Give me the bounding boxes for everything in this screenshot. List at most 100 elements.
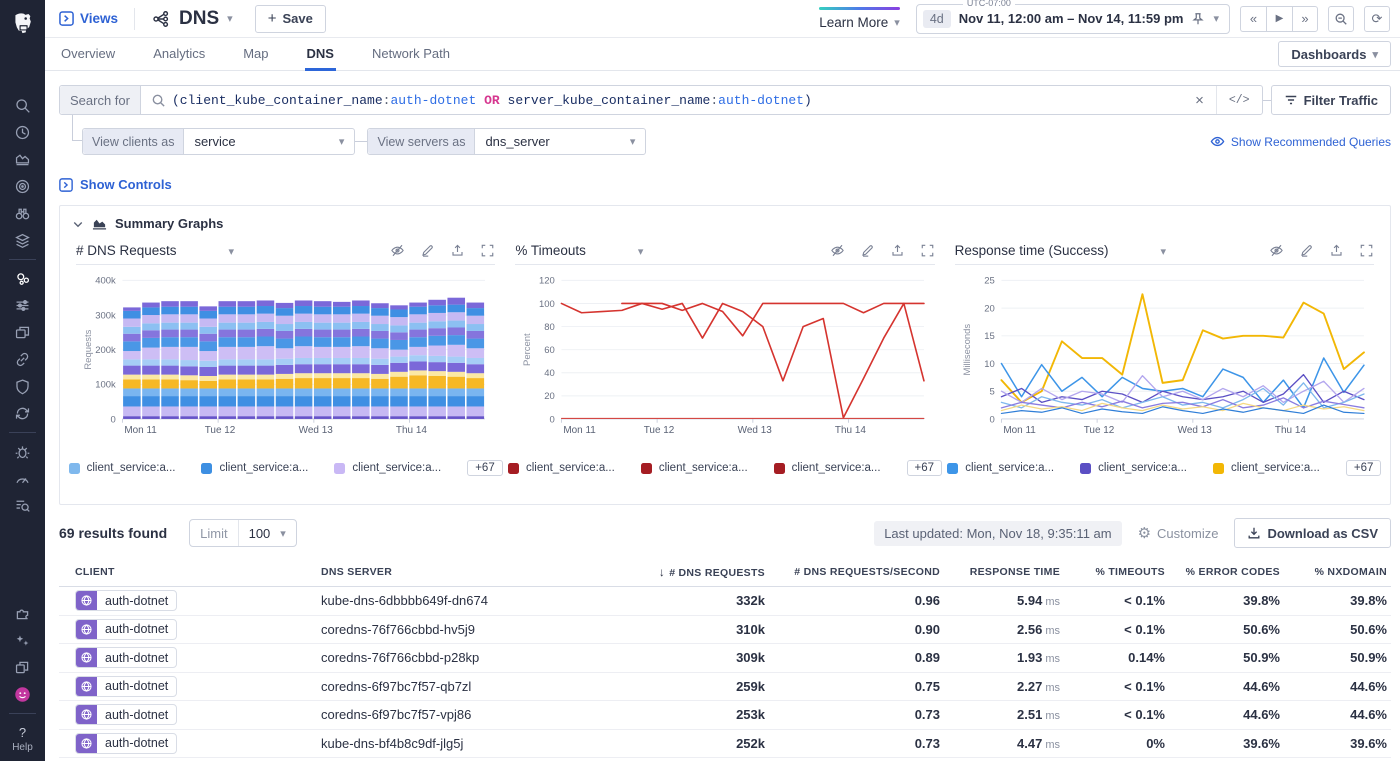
chart-title[interactable]: Response time (Success) ▾ <box>954 243 1166 258</box>
chart-canvas--dns-requests[interactable]: 0 100k 200k 300k 400k Requests Mon 11 Tue 12 Wed… <box>76 269 495 455</box>
sidebar-item-sync[interactable] <box>0 400 45 427</box>
tab-overview[interactable]: Overview <box>61 46 116 61</box>
client-chip[interactable]: auth-dotnet <box>75 647 178 669</box>
sidebar-item-link[interactable] <box>0 346 45 373</box>
edit-chart-icon[interactable] <box>860 243 875 258</box>
table-row[interactable]: auth-dotnet coredns-6f97bc7f57-vpj86 253… <box>59 701 1391 730</box>
show-recommended-queries-link[interactable]: Show Recommended Queries <box>1210 134 1391 149</box>
search-input[interactable]: (client_kube_container_name: auth-dotnet … <box>172 86 1183 114</box>
view-clients-select[interactable]: service ▾ <box>194 134 345 149</box>
download-csv-button[interactable]: Download as CSV <box>1234 518 1391 548</box>
show-controls-button[interactable]: Show Controls <box>59 177 172 192</box>
code-view-toggle[interactable]: </> <box>1215 86 1262 114</box>
dashboards-button[interactable]: Dashboards ▾ <box>1278 41 1391 67</box>
dns-server-cell[interactable]: coredns-6f97bc7f57-qb7zl <box>321 678 472 694</box>
help-button[interactable]: ? Help <box>12 719 33 755</box>
expand-chart-icon[interactable] <box>920 243 935 258</box>
chart-canvas--timeouts[interactable]: 0 20 40 60 80 100 120 Percent Mon 11 Tue 12 Wed 13… <box>515 269 934 455</box>
table-row[interactable]: auth-dotnet kube-dns-6dbbbb649f-dn674 33… <box>59 587 1391 616</box>
dns-server-cell[interactable]: coredns-6f97bc7f57-vpj86 <box>321 707 472 723</box>
client-chip[interactable]: auth-dotnet <box>75 704 178 726</box>
table-row[interactable]: auth-dotnet coredns-76f766cbbd-p28kp 309… <box>59 644 1391 673</box>
sidebar-item-cluster[interactable] <box>0 265 45 292</box>
play-button[interactable]: ▶ <box>1266 5 1292 32</box>
chart-title[interactable]: % Timeouts ▾ <box>515 243 644 258</box>
column-header--nxdomain[interactable]: % NXDOMAIN <box>1314 565 1387 578</box>
shift-forward-button[interactable]: » <box>1292 5 1318 32</box>
sidebar-item-logsearch[interactable] <box>0 492 45 519</box>
legend-more-button[interactable]: +67 <box>467 460 503 476</box>
sidebar-item-search[interactable] <box>0 92 45 119</box>
sidebar-item-target[interactable] <box>0 173 45 200</box>
sidebar-item-windows[interactable] <box>0 319 45 346</box>
dns-server-cell[interactable]: coredns-76f766cbbd-hv5j9 <box>321 621 475 637</box>
sidebar-item-bug[interactable] <box>0 438 45 465</box>
limit-select[interactable]: 100 ▾ <box>248 525 286 541</box>
table-row[interactable]: auth-dotnet coredns-76f766cbbd-hv5j9 310… <box>59 616 1391 644</box>
client-chip[interactable]: auth-dotnet <box>75 732 178 754</box>
client-chip[interactable]: auth-dotnet <box>75 590 178 612</box>
hide-chart-icon[interactable] <box>1269 243 1284 258</box>
chart-canvas-response-time-success-[interactable]: 0 5 10 15 20 25 Milliseconds Mon 11 Tue 12 Wed 13… <box>955 269 1374 455</box>
client-chip[interactable]: auth-dotnet <box>75 618 178 640</box>
expand-chart-icon[interactable] <box>480 243 495 258</box>
legend-item[interactable]: client_service:a... <box>201 462 308 474</box>
column-header-client[interactable]: Client <box>75 565 115 578</box>
column-header--timeouts[interactable]: % Timeouts <box>1095 565 1165 578</box>
summary-graphs-header[interactable]: Summary Graphs <box>60 206 1390 233</box>
legend-item[interactable]: client_service:a... <box>68 462 175 474</box>
legend-item[interactable]: client_service:a... <box>334 462 441 474</box>
client-chip[interactable]: auth-dotnet <box>75 675 178 697</box>
customize-button[interactable]: ⚙ Customize <box>1137 525 1219 542</box>
view-servers-select[interactable]: dns_server ▾ <box>485 134 636 149</box>
shift-back-button[interactable]: « <box>1240 5 1266 32</box>
export-chart-icon[interactable] <box>450 243 465 258</box>
sidebar-item-layers[interactable] <box>0 227 45 254</box>
datadog-logo[interactable] <box>0 0 45 48</box>
legend-item[interactable]: client_service:a... <box>773 462 881 474</box>
column-header--dns-requests-second[interactable]: # DNS Requests/Second <box>794 565 940 578</box>
export-chart-icon[interactable] <box>1329 243 1344 258</box>
sidebar-item-shield[interactable] <box>0 373 45 400</box>
table-row[interactable]: auth-dotnet coredns-6f97bc7f57-qb7zl 259… <box>59 673 1391 701</box>
sidebar-item-areachart[interactable] <box>0 146 45 173</box>
clear-search-icon[interactable]: × <box>1195 91 1204 109</box>
tab-map[interactable]: Map <box>243 46 269 61</box>
sidebar-item-sliders[interactable] <box>0 292 45 319</box>
column-header-response-time[interactable]: Response Time <box>969 565 1060 578</box>
legend-item[interactable]: client_service:a... <box>640 462 748 474</box>
legend-item[interactable]: client_service:a... <box>1080 462 1187 474</box>
hide-chart-icon[interactable] <box>390 243 405 258</box>
tab-network-path[interactable]: Network Path <box>371 46 451 61</box>
dns-server-cell[interactable]: kube-dns-6dbbbb649f-dn674 <box>321 593 488 609</box>
tab-analytics[interactable]: Analytics <box>153 46 206 61</box>
column-header--error-codes[interactable]: % Error Codes <box>1185 565 1280 578</box>
column-header--dns-requests[interactable]: ↓ # DNS Requests <box>658 564 765 579</box>
sidebar-item-puzzle[interactable] <box>0 600 45 627</box>
table-row[interactable]: auth-dotnet kube-dns-bf4b8c9df-jlg5j 252… <box>59 730 1391 758</box>
learn-more-button[interactable]: Learn More ▾ <box>819 7 900 30</box>
legend-more-button[interactable]: +67 <box>906 460 943 476</box>
sidebar-item-binoculars[interactable] <box>0 200 45 227</box>
sidebar-item-clock[interactable] <box>0 119 45 146</box>
sidebar-item-gauge[interactable] <box>0 465 45 492</box>
legend-item[interactable]: client_service:a... <box>947 462 1054 474</box>
sidebar-item-copy[interactable] <box>0 654 45 681</box>
tab-dns[interactable]: DNS <box>304 46 337 71</box>
edit-chart-icon[interactable] <box>420 243 435 258</box>
sidebar-item-avatar[interactable] <box>0 681 45 708</box>
save-button[interactable]: + Save <box>254 4 326 33</box>
legend-item[interactable]: client_service:a... <box>507 462 615 474</box>
chart-title[interactable]: # DNS Requests ▾ <box>76 243 235 258</box>
legend-item[interactable]: client_service:a... <box>1213 462 1320 474</box>
legend-more-button[interactable]: +67 <box>1345 460 1382 476</box>
zoom-out-button[interactable] <box>1328 5 1354 32</box>
refresh-button[interactable]: ⟳ <box>1364 5 1390 32</box>
sidebar-item-sparkles[interactable] <box>0 627 45 654</box>
dns-server-cell[interactable]: kube-dns-bf4b8c9df-jlg5j <box>321 735 464 751</box>
dns-server-cell[interactable]: coredns-76f766cbbd-p28kp <box>321 650 480 666</box>
time-range-picker[interactable]: UTC-07:00 4d Nov 11, 12:00 am – Nov 14, … <box>915 0 1230 34</box>
chevron-down-icon[interactable]: ▾ <box>227 13 233 25</box>
pin-icon[interactable] <box>1191 12 1205 26</box>
column-header-dns-server[interactable]: DNS Server <box>321 565 393 578</box>
